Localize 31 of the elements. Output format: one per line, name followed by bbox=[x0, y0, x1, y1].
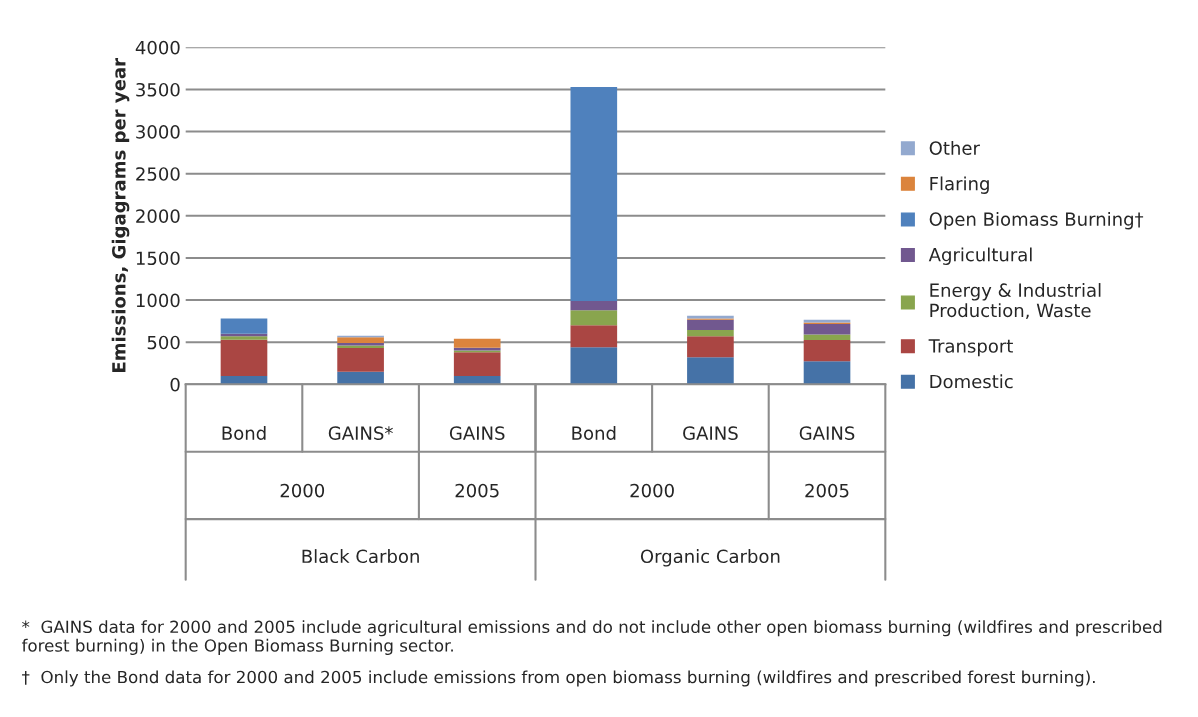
legend-label: Domestic bbox=[930, 374, 1013, 389]
legend-label: Transport bbox=[928, 339, 1013, 357]
y-tick-label: 4000 bbox=[135, 40, 180, 55]
y-tick-label: 3000 bbox=[136, 125, 180, 139]
y-tick-label: 3500 bbox=[136, 82, 180, 97]
y-tick-label: 500 bbox=[147, 335, 180, 350]
legend-label: Other bbox=[929, 140, 980, 155]
y-tick-label: 0 bbox=[170, 377, 180, 392]
text: * GAINS data for 2000 and 2005 include agricultural emissions and do not include other open biomass burning (wildfires and prescribed forest burning) in the Open Biomass Burning sector. bbox=[21, 620, 1162, 655]
y-tick-label: 1000 bbox=[136, 293, 180, 308]
text: Organic Carbon bbox=[640, 549, 780, 567]
text: 2005 bbox=[805, 483, 849, 498]
y-tick-label: 2500 bbox=[136, 167, 180, 181]
legend-label: Energy & Industrial Production, Waste bbox=[930, 283, 1101, 320]
text: 2005 bbox=[455, 483, 499, 498]
y-tick-label: 1500 bbox=[136, 251, 180, 266]
x-tick-label: GAINS bbox=[799, 426, 855, 440]
y-tick-label: 2000 bbox=[136, 209, 180, 223]
x-tick-label: GAINS* bbox=[328, 426, 393, 440]
text: 2000 bbox=[280, 483, 325, 498]
text: † Only the Bond data for 2000 and 2005 include emissions from open biomass burning (wildfires and prescribed forest burning). bbox=[22, 670, 1095, 687]
x-tick-label: GAINS bbox=[449, 426, 505, 440]
text: 2000 bbox=[630, 483, 674, 498]
x-tick-label: Bond bbox=[572, 425, 616, 440]
text: Black Carbon bbox=[302, 549, 419, 564]
legend-label: Open Biomass Burning† bbox=[929, 211, 1144, 230]
x-tick-label: Bond bbox=[222, 425, 266, 440]
legend-label: Agricultural bbox=[928, 247, 1032, 265]
y-axis-title: Emissions, Gigagrams per year bbox=[111, 58, 130, 372]
x-tick-label: GAINS bbox=[683, 426, 738, 440]
legend-label: Flaring bbox=[930, 176, 989, 194]
